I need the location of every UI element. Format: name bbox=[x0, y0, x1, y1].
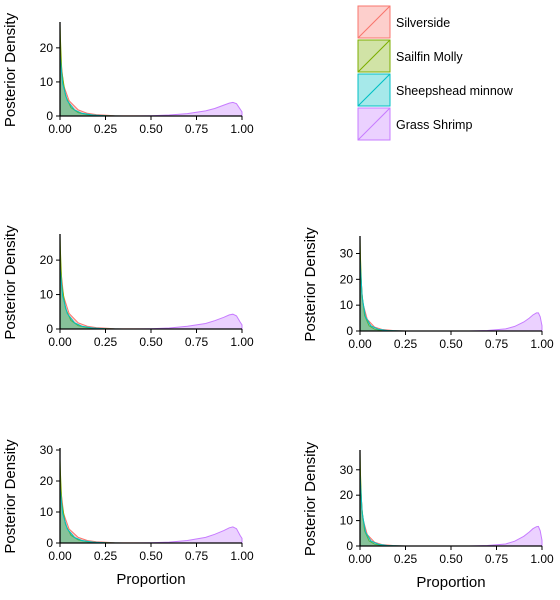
x-tick-label: 1.00 bbox=[230, 122, 254, 136]
x-tick-label: 0.75 bbox=[185, 122, 209, 136]
y-axis-title: Posterior Density bbox=[2, 12, 19, 127]
legend-item-silverside: Silverside bbox=[357, 5, 450, 39]
legend-swatch-line-sheepshead-minnow bbox=[357, 73, 391, 107]
y-tick-label: 10 bbox=[40, 75, 54, 89]
density-area-sheepshead-minnow bbox=[59, 54, 124, 117]
density-area-grass-shrimp bbox=[132, 526, 243, 544]
y-tick-label: 10 bbox=[40, 288, 54, 302]
x-tick-label: 0.25 bbox=[94, 122, 118, 136]
x-tick-label: 0.00 bbox=[48, 335, 72, 349]
panel-middle-right: 0.00 0.25 0.50 0.75 1.00 0 10 20 30 Posterior Den… bbox=[302, 227, 554, 351]
legend-swatch-line-grass-shrimp bbox=[357, 107, 391, 141]
legend-swatch-line-sailfin-molly bbox=[357, 39, 391, 73]
x-tick-label: 0.50 bbox=[139, 549, 163, 563]
density-area-silverside bbox=[59, 253, 152, 330]
x-tick-label: 0.25 bbox=[94, 549, 118, 563]
y-axis-title: Posterior Density bbox=[302, 441, 319, 556]
y-tick-label: 0 bbox=[346, 324, 353, 338]
x-tick-label: 0.25 bbox=[394, 552, 418, 566]
y-tick-label: 0 bbox=[346, 539, 353, 553]
legend-item-sheepshead-minnow: Sheepshead minnow bbox=[357, 73, 514, 107]
density-area-grass-shrimp bbox=[469, 312, 543, 332]
x-tick-label: 0.75 bbox=[185, 549, 209, 563]
panel-bottom-right: 0.00 0.25 0.50 0.75 1.00 0 10 20 30 Posterior Den… bbox=[302, 441, 554, 591]
density-area-grass-shrimp bbox=[132, 313, 243, 330]
x-tick-label: 0.00 bbox=[48, 122, 72, 136]
legend: Silverside Sailfin Molly Sheepshead minn… bbox=[357, 5, 514, 141]
legend-label-grass-shrimp: Grass Shrimp bbox=[396, 118, 472, 132]
y-axis-title: Posterior Density bbox=[302, 227, 319, 342]
y-tick-label: 10 bbox=[340, 514, 354, 528]
x-tick-label: 1.00 bbox=[230, 549, 254, 563]
y-tick-label: 0 bbox=[46, 536, 53, 550]
y-axis-title: Posterior Density bbox=[2, 225, 19, 340]
legend-item-grass-shrimp: Grass Shrimp bbox=[357, 107, 472, 141]
x-tick-label: 0.25 bbox=[94, 335, 118, 349]
y-tick-label: 10 bbox=[340, 298, 354, 312]
x-tick-label: 0.50 bbox=[139, 335, 163, 349]
y-tick-label: 0 bbox=[46, 109, 53, 123]
x-tick-label: 0.00 bbox=[348, 552, 372, 566]
density-area-silverside bbox=[59, 474, 152, 544]
y-tick-label: 10 bbox=[40, 505, 54, 519]
density-area-sheepshead-minnow bbox=[359, 474, 406, 547]
y-tick-label: 30 bbox=[40, 443, 54, 457]
x-tick-label: 0.00 bbox=[48, 549, 72, 563]
x-axis-title: Proportion bbox=[416, 574, 485, 591]
legend-swatch-line-silverside bbox=[357, 5, 391, 39]
legend-label-sailfin-molly: Sailfin Molly bbox=[396, 50, 463, 64]
panel-middle-left: 0.00 0.25 0.50 0.75 1.00 0 10 20 Posterior Densi… bbox=[2, 225, 254, 349]
x-tick-label: 1.00 bbox=[530, 337, 554, 351]
panel-bottom-left: 0.00 0.25 0.50 0.75 1.00 0 10 20 30 Posterior Den… bbox=[2, 439, 254, 588]
x-tick-label: 0.50 bbox=[139, 122, 163, 136]
legend-label-sheepshead-minnow: Sheepshead minnow bbox=[396, 84, 514, 98]
density-area-grass-shrimp bbox=[469, 525, 543, 547]
x-axis-title: Proportion bbox=[116, 571, 185, 588]
density-area-sheepshead-minnow bbox=[59, 487, 124, 544]
y-tick-label: 30 bbox=[340, 247, 354, 261]
y-tick-label: 20 bbox=[40, 41, 54, 55]
x-tick-label: 0.75 bbox=[485, 552, 509, 566]
y-tick-label: 30 bbox=[340, 463, 354, 477]
y-tick-label: 20 bbox=[40, 474, 54, 488]
x-tick-label: 1.00 bbox=[530, 552, 554, 566]
x-tick-label: 0.25 bbox=[394, 337, 418, 351]
x-tick-label: 0.75 bbox=[485, 337, 509, 351]
legend-item-sailfin-molly: Sailfin Molly bbox=[357, 39, 463, 73]
y-tick-label: 20 bbox=[340, 272, 354, 286]
legend-label-silverside: Silverside bbox=[396, 16, 450, 30]
panel-top-left: 0.00 0.25 0.50 0.75 1.00 0 10 20 Posterior Densi… bbox=[2, 12, 254, 136]
x-tick-label: 1.00 bbox=[230, 335, 254, 349]
y-axis-title: Posterior Density bbox=[2, 439, 19, 554]
x-tick-label: 0.50 bbox=[439, 552, 463, 566]
y-tick-label: 0 bbox=[46, 322, 53, 336]
y-tick-label: 20 bbox=[340, 488, 354, 502]
y-tick-label: 20 bbox=[40, 253, 54, 267]
x-tick-label: 0.75 bbox=[185, 335, 209, 349]
density-area-silverside bbox=[59, 44, 152, 117]
density-area-sheepshead-minnow bbox=[359, 258, 406, 332]
x-tick-label: 0.50 bbox=[439, 337, 463, 351]
x-tick-label: 0.00 bbox=[348, 337, 372, 351]
density-area-grass-shrimp bbox=[132, 101, 243, 117]
density-area-sheepshead-minnow bbox=[59, 266, 124, 330]
